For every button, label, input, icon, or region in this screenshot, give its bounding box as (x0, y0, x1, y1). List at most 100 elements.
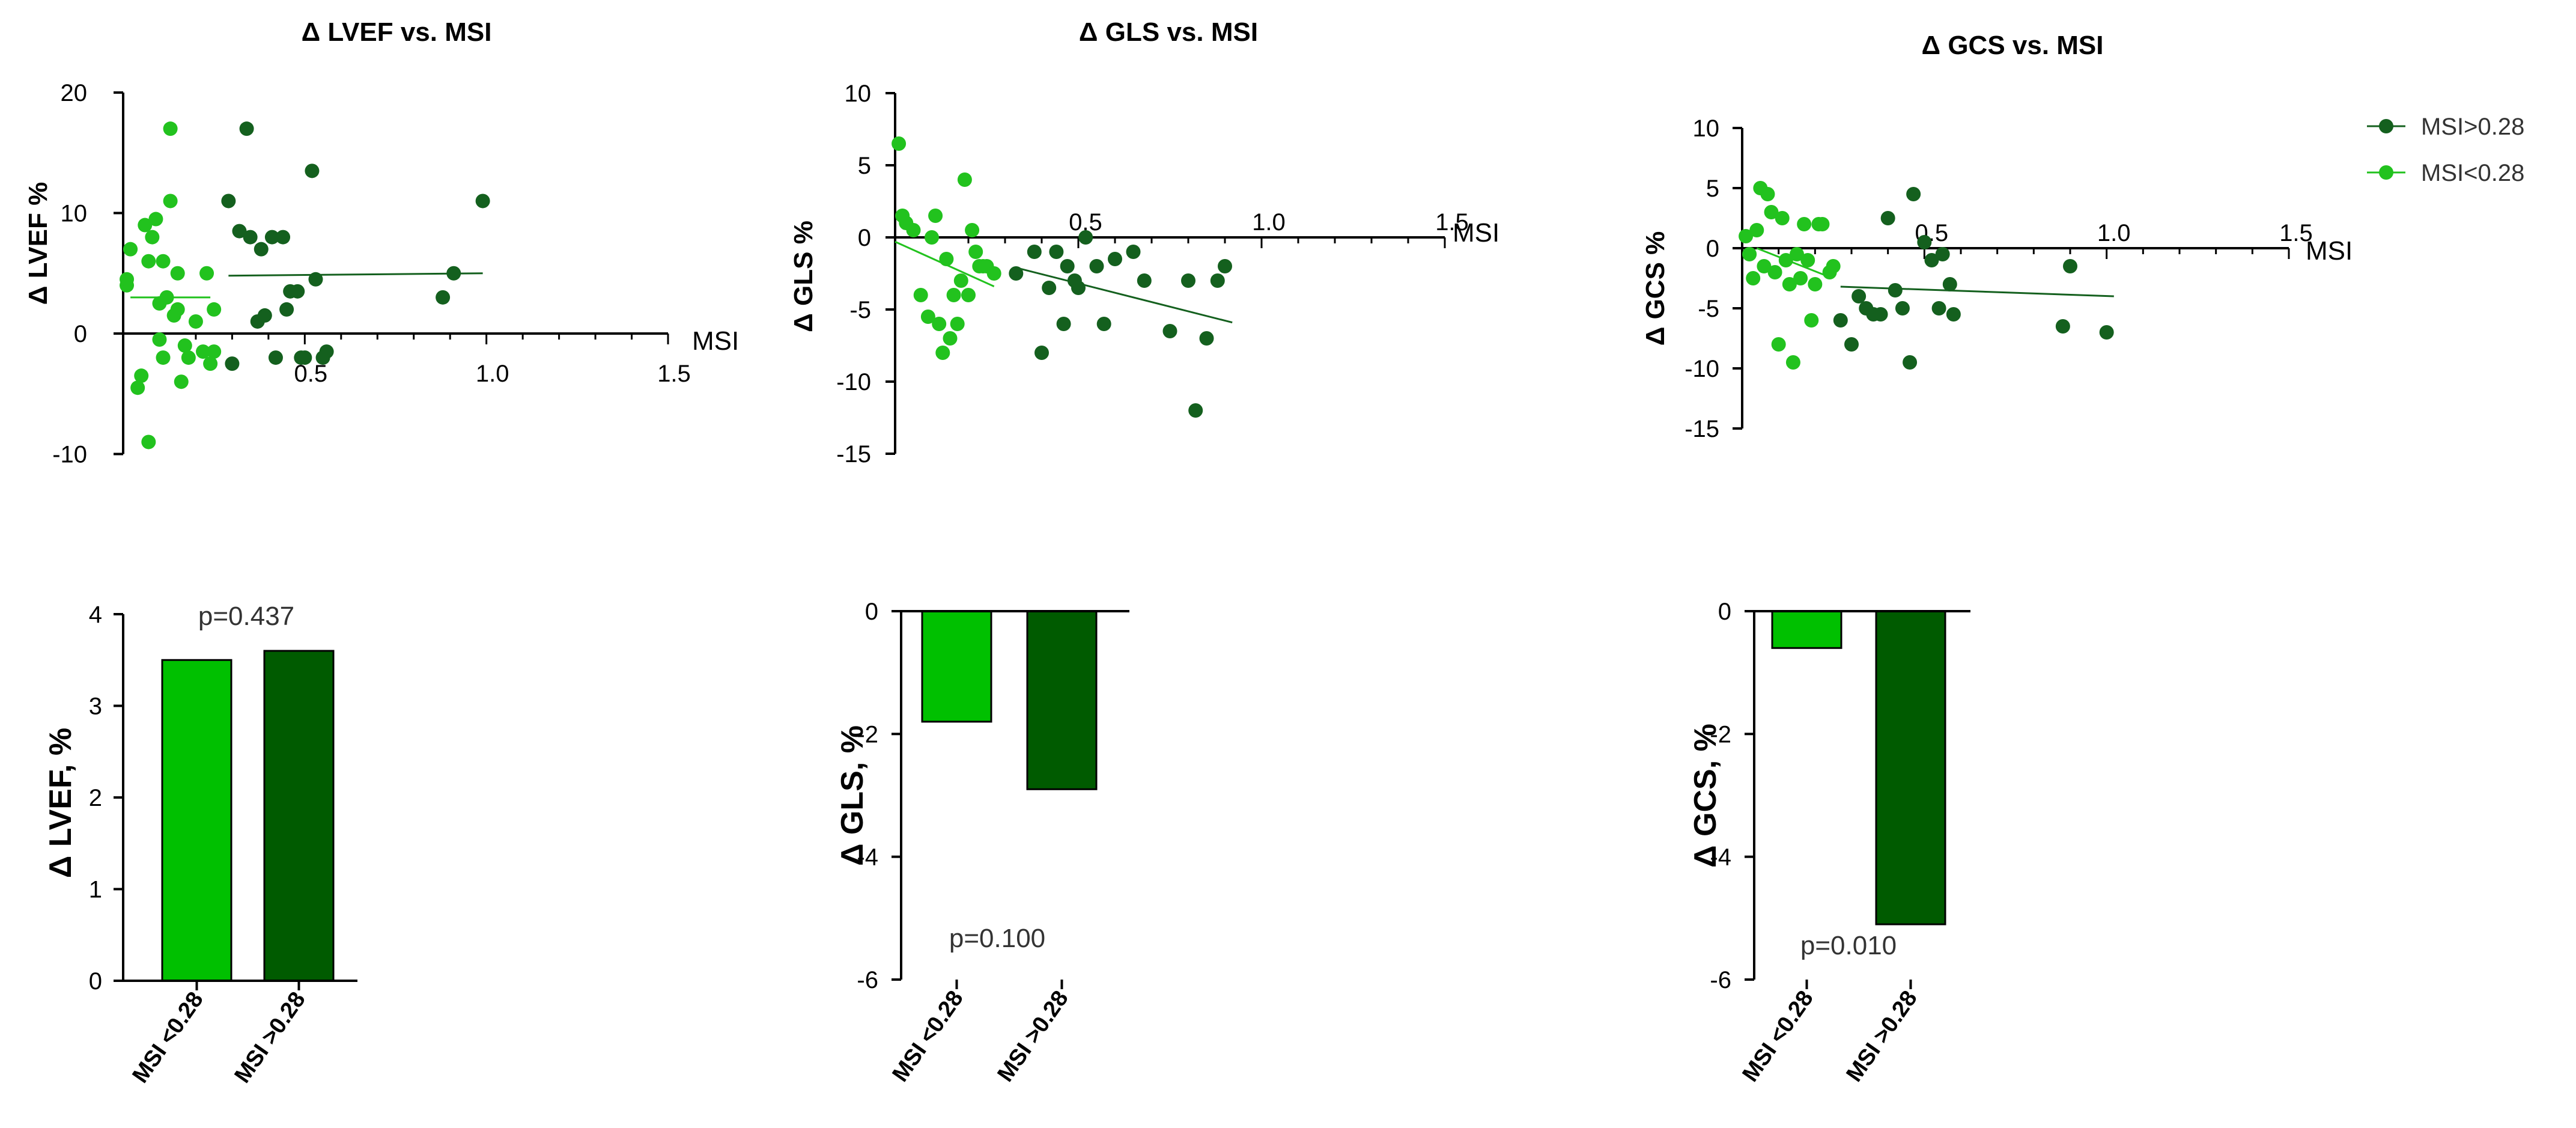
scatter-gcs-fit-line (1840, 285, 2114, 297)
bar-lvef-pvalue: p=0.437 (198, 602, 294, 631)
scatter-gcs-point-msi-low (1742, 247, 1757, 261)
scatter-lvef-fit-line (228, 272, 483, 277)
scatter-gls-point-msi-high (1049, 245, 1064, 259)
scatter-gcs-ytick-label: 0 (1706, 236, 1719, 262)
scatter-gls-point-msi-low (925, 230, 939, 245)
scatter-lvef-point-msi-low (199, 266, 214, 281)
scatter-lvef-point-msi-high (264, 230, 279, 245)
bar-lvef-msi-high (263, 650, 335, 982)
scatter-lvef-point-msi-low (188, 314, 203, 329)
scatter-gls-point-msi-low (892, 136, 907, 151)
bar-gcs-category-label: MSI <0.28 (1738, 986, 1818, 1087)
scatter-gcs-point-msi-low (1785, 355, 1800, 370)
bar-lvef-ytick-label: 0 (89, 968, 102, 995)
scatter-gls-title: Δ GLS vs. MSI (1079, 17, 1258, 47)
scatter-lvef-point-msi-low (174, 374, 189, 389)
scatter-gcs-point-msi-low (1757, 259, 1772, 273)
scatter-gcs-point-msi-low (1804, 313, 1819, 328)
scatter-gcs-point-msi-high (1880, 211, 1895, 225)
scatter-gcs-xtick-label: 1.0 (2097, 220, 2131, 246)
scatter-gls-point-msi-low (957, 172, 972, 187)
scatter-gls-ytick-label: -15 (836, 441, 871, 468)
bar-gls-category-label: MSI <0.28 (888, 986, 968, 1087)
scatter-lvef-point-msi-high (232, 224, 247, 239)
scatter-lvef-point-msi-low (145, 230, 160, 245)
bar-lvef-ytick-label: 2 (89, 785, 102, 811)
scatter-lvef-point-msi-high (243, 230, 258, 245)
bar-gls-ytick-label: -4 (857, 844, 878, 871)
scatter-gcs-point-msi-low (1797, 217, 1812, 231)
bar-lvef-ytick-label: 1 (89, 877, 102, 903)
scatter-gls-ylabel: Δ GLS % (789, 221, 818, 332)
scatter-lvef-point-msi-low (181, 350, 196, 365)
scatter-gls-ytick-label: -5 (849, 297, 871, 323)
scatter-gcs-point-msi-low (1760, 187, 1775, 201)
scatter-lvef-point-msi-high (221, 194, 236, 209)
legend-marker-msi-high (2379, 119, 2393, 133)
scatter-lvef-point-msi-high (225, 356, 240, 371)
legend-label-msi-high: MSI>0.28 (2421, 114, 2524, 140)
scatter-lvef-point-msi-low (138, 218, 153, 233)
scatter-gcs-point-msi-low (1808, 277, 1823, 291)
scatter-lvef-plot: -10 0 10 20 0.5 1.0 1.5 (52, 80, 691, 468)
bar-gcs-ytick-label: -4 (1710, 844, 1731, 871)
scatter-gcs-point-msi-high (1873, 307, 1888, 322)
scatter-gls-point-msi-low (943, 331, 958, 346)
scatter-gcs-point-msi-high (1895, 301, 1910, 316)
scatter-gls-point-msi-high (1060, 259, 1075, 273)
scatter-gls-point-msi-high (1089, 259, 1104, 273)
scatter-lvef-point-msi-low (141, 434, 156, 450)
scatter-gls-point-msi-high (1027, 245, 1042, 259)
scatter-gls-point-msi-low (939, 252, 954, 266)
scatter-gcs-ytick-label: 10 (1693, 115, 1720, 142)
bar-lvef-category-label: MSI >0.28 (230, 987, 311, 1088)
bar-gcs-msi-high (1875, 610, 1946, 925)
scatter-gcs-point-msi-high (1924, 253, 1939, 267)
scatter-lvef-point-msi-high (257, 308, 272, 323)
scatter-lvef-point-msi-low (123, 242, 138, 257)
bar-gls-category-label: MSI >0.28 (993, 986, 1074, 1087)
scatter-gls-point-msi-high (1210, 273, 1225, 288)
scatter-gls-xtick-label: 1.0 (1252, 209, 1286, 236)
scatter-gcs-ytick-label: -10 (1684, 356, 1719, 382)
scatter-gls-point-msi-high (1078, 230, 1093, 245)
bar-lvef-msi-low (161, 659, 232, 982)
scatter-gcs-point-msi-low (1793, 271, 1808, 285)
scatter-lvef-point-msi-low (177, 338, 192, 353)
scatter-gls-point-msi-high (1137, 273, 1152, 288)
scatter-gcs-chart: Δ GCS vs. MSI Δ GCS % MSI -15-10-505100.… (1641, 31, 2353, 442)
scatter-gls-point-msi-low (935, 346, 950, 360)
scatter-gcs-point-msi-low (1746, 271, 1761, 285)
bar-lvef-category-label: MSI <0.28 (128, 987, 208, 1088)
scatter-gls-point-msi-high (1056, 317, 1071, 331)
bar-lvef-ytick-label: 3 (89, 694, 102, 720)
bar-gcs-ytick-label: -6 (1710, 967, 1731, 993)
scatter-gcs-ytick-label: 5 (1706, 175, 1719, 202)
scatter-lvef-xtick-label: 1.0 (476, 361, 509, 387)
scatter-gcs-title: Δ GCS vs. MSI (1921, 31, 2103, 60)
scatter-gcs-point-msi-high (1942, 277, 1957, 291)
legend-item-msi-high: MSI>0.28 (2367, 114, 2524, 140)
scatter-gcs-point-msi-high (1833, 313, 1848, 328)
scatter-lvef-point-msi-high (446, 266, 461, 281)
scatter-lvef-ytick-label: -10 (52, 442, 87, 468)
scatter-lvef-point-msi-high (308, 272, 323, 287)
scatter-lvef-xtick-label: 0.5 (294, 361, 328, 387)
scatter-gls-ytick-label: 10 (845, 81, 872, 107)
bar-gls-pvalue: p=0.100 (949, 924, 1045, 953)
scatter-lvef-point-msi-low (130, 380, 145, 395)
scatter-gls-point-msi-high (1126, 245, 1141, 259)
scatter-gls-point-msi-low (928, 209, 943, 223)
scatter-lvef-point-msi-low (134, 368, 149, 383)
scatter-gcs-point-msi-high (1888, 283, 1903, 297)
bar-gcs-chart: Δ GCS, % p=0.010 -6 -4 -2 0 MSI <0.28 MSI >0.… (1688, 599, 1970, 1087)
scatter-gls-point-msi-low (946, 288, 961, 302)
scatter-gls-point-msi-high (1218, 259, 1232, 273)
bar-gcs-ylabel: Δ GCS, % (1688, 724, 1723, 868)
scatter-gls-point-msi-low (920, 309, 935, 324)
scatter-lvef-point-msi-low (203, 356, 218, 371)
bar-lvef-plot: 0 1 2 3 4 MSI <0.28 MSI >0.28 (89, 602, 357, 1088)
scatter-gls-xtick-label: 1.5 (1435, 209, 1469, 236)
scatter-lvef-point-msi-high (436, 290, 451, 305)
scatter-lvef-point-msi-low (120, 272, 135, 287)
